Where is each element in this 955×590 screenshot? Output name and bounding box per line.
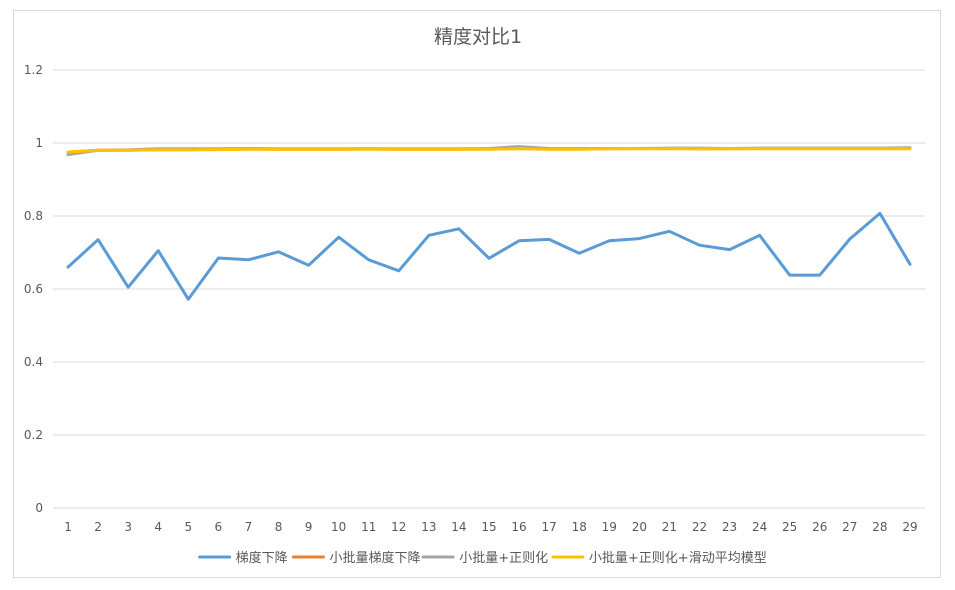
x-tick-label: 28	[872, 520, 887, 534]
x-tick-label: 27	[842, 520, 857, 534]
x-tick-label: 19	[602, 520, 617, 534]
legend-entry: 小批量+正则化+滑动平均模型	[551, 551, 767, 566]
x-tick-label: 5	[184, 520, 192, 534]
x-tick-label: 9	[305, 520, 313, 534]
line-chart: 精度对比1 00.20.40.60.811.2 1 2 3 4 5 6 7 8 9 10 11 12 1…	[24, 26, 925, 566]
y-tick-label: 0.4	[24, 355, 43, 369]
legend: 梯度下降 小批量梯度下降 小批量+正则化 小批量+正则化+滑动平均模型	[198, 550, 767, 566]
x-tick-label: 29	[902, 520, 917, 534]
x-tick-label: 22	[692, 520, 707, 534]
x-tick-label: 8	[275, 520, 283, 534]
x-tick-label: 16	[511, 520, 526, 534]
y-tick-label: 0.2	[24, 428, 43, 442]
x-tick-label: 18	[572, 520, 587, 534]
x-tick-label: 15	[481, 520, 496, 534]
x-tick-label: 26	[812, 520, 827, 534]
legend-label: 梯度下降	[236, 550, 288, 566]
chart-frame: 精度对比1 0 0.2 0.4 0.6 0.8 1 1.2 1 2 3 4 5 6 7 8 9 10 11 12 1…	[13, 10, 941, 578]
legend-label: 小批量+正则化+滑动平均模型	[589, 551, 767, 566]
legend-entry: 梯度下降	[198, 550, 288, 566]
y-tick-label: 0.8	[24, 209, 43, 223]
legend-entry: 小批量+正则化	[421, 551, 548, 566]
x-tick-label: 3	[124, 520, 132, 534]
x-tick-label: 17	[541, 520, 556, 534]
x-tick-label: 25	[782, 520, 797, 534]
y-tick-label: 1.2	[24, 63, 43, 77]
y-tick-label: 0.6	[24, 282, 43, 296]
series-line-1	[66, 211, 912, 301]
x-tick-label: 13	[421, 520, 436, 534]
legend-entry: 小批量梯度下降	[291, 550, 420, 566]
chart-title: 精度对比1	[434, 26, 522, 48]
x-tick-label: 20	[632, 520, 647, 534]
x-tick-label: 7	[245, 520, 253, 534]
x-tick-label: 12	[391, 520, 406, 534]
series-lines	[66, 145, 912, 301]
y-tick-label: 1	[35, 136, 43, 150]
y-axis-ticks: 0 0.2 0.4 0.6 0.8 1 1.2	[24, 63, 43, 515]
x-tick-label: 24	[752, 520, 767, 534]
x-tick-label: 10	[331, 520, 346, 534]
x-tick-label: 6	[215, 520, 223, 534]
legend-label: 小批量梯度下降	[329, 550, 420, 566]
x-tick-label: 23	[722, 520, 737, 534]
x-tick-label: 2	[94, 520, 102, 534]
legend-label: 小批量+正则化	[459, 551, 548, 566]
x-tick-label: 4	[154, 520, 162, 534]
x-tick-label: 14	[451, 520, 466, 534]
x-axis-ticks: 1 2 3 4 5 6 7 8 9 10 11 12 13 14 15 16 17 18 19 20 21 22 23 24 2…	[64, 520, 917, 534]
series-line-4	[66, 147, 912, 154]
x-tick-label: 1	[64, 520, 72, 534]
y-tick-label: 0	[35, 501, 43, 515]
x-tick-label: 11	[361, 520, 376, 534]
gridlines	[53, 69, 925, 509]
x-tick-label: 21	[662, 520, 677, 534]
